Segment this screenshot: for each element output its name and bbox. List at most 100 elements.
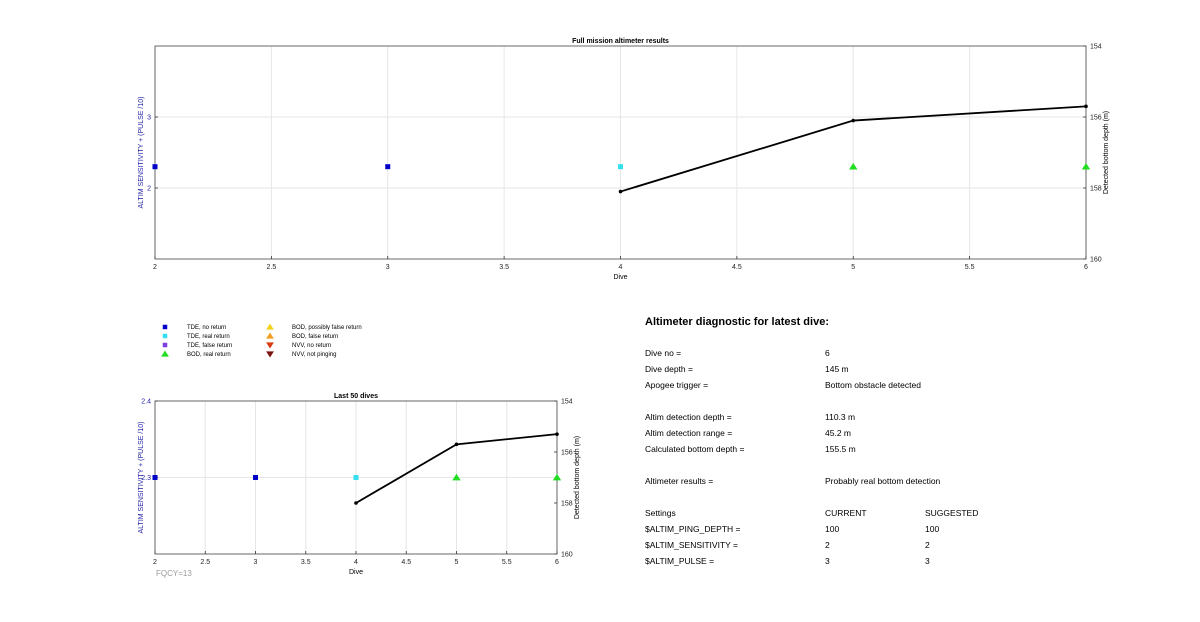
legend-label: NVV, not pinging — [292, 352, 336, 358]
y2-axis-label: Detected bottom depth (m) — [574, 436, 581, 519]
y-tick-label: 2.3 — [141, 475, 151, 482]
data-point — [849, 162, 858, 170]
x-tick-label: 5 — [851, 264, 855, 271]
y-tick-label: 3 — [147, 115, 151, 122]
data-point — [1081, 162, 1091, 170]
diag-row-dive-depth: Dive depth = 145 m — [645, 364, 1045, 376]
x-tick-label: 2 — [153, 559, 157, 566]
y2-tick-label: 156 — [1090, 115, 1102, 122]
diag-label: Apogee trigger = — [645, 380, 709, 390]
diag-value: 145 m — [825, 364, 849, 374]
settings-name: $ALTIM_SENSITIVITY = — [645, 540, 738, 550]
x-tick-label: 4.5 — [401, 559, 411, 566]
x-tick-label: 2.5 — [267, 264, 277, 271]
diag-row-detection-range: Altim detection range = 45.2 m — [645, 428, 1045, 440]
diag-value: 45.2 m — [825, 428, 851, 438]
diag-value: 155.5 m — [825, 444, 856, 454]
settings-suggested: 2 — [925, 540, 930, 550]
diag-row-dive-no: Dive no = 6 — [645, 348, 1045, 360]
settings-name: $ALTIM_PING_DEPTH = — [645, 524, 741, 534]
x-tick-label: 4 — [619, 264, 623, 271]
x-tick-label: 3 — [254, 559, 258, 566]
y2-tick-label: 158 — [1090, 186, 1102, 193]
data-point — [152, 164, 158, 170]
depth-point — [1084, 104, 1088, 109]
settings-current: 2 — [825, 540, 830, 550]
legend-marker — [162, 342, 168, 348]
data-point — [253, 475, 258, 480]
x-tick-label: 2.5 — [200, 559, 210, 566]
y2-tick-label: 154 — [561, 399, 573, 406]
legend-marker — [162, 333, 168, 339]
legend-label: BOD, real return — [187, 352, 231, 358]
diag-row-apogee-trigger: Apogee trigger = Bottom obstacle detecte… — [645, 380, 1045, 392]
depth-point — [851, 118, 856, 123]
legend-marker — [266, 342, 274, 349]
depth-point — [555, 432, 559, 436]
y2-tick-label: 158 — [561, 501, 573, 508]
data-point — [385, 164, 391, 170]
y-axis-label: ALTIM SENSITIVITY + (PULSE /10) — [138, 97, 145, 209]
settings-suggested: 100 — [925, 524, 940, 534]
frequency-footer: FQCY=13 — [156, 569, 192, 578]
legend-marker — [266, 351, 274, 358]
settings-label: Settings — [645, 508, 676, 518]
legend-marker — [162, 324, 168, 330]
diag-label: Dive no = — [645, 348, 682, 358]
data-point — [452, 473, 461, 481]
diag-row-detection-depth: Altim detection depth = 110.3 m — [645, 412, 1045, 424]
legend-marker — [161, 350, 169, 357]
data-point — [152, 475, 158, 480]
x-axis-label: Dive — [349, 569, 363, 576]
diag-value: Bottom obstacle detected — [825, 380, 921, 390]
x-tick-label: 3.5 — [499, 264, 509, 271]
settings-row-pulse: $ALTIM_PULSE = 3 3 — [645, 556, 1045, 568]
y2-tick-label: 160 — [1090, 257, 1102, 264]
legend-label: TDE, no return — [187, 325, 226, 331]
settings-row-sensitivity: $ALTIM_SENSITIVITY = 2 2 — [645, 540, 1045, 552]
x-tick-label: 6 — [555, 559, 559, 566]
y-axis-label: ALTIM SENSITIVITY + (PULSE /10) — [138, 422, 145, 534]
x-tick-label: 2 — [153, 264, 157, 271]
y2-tick-label: 160 — [561, 552, 573, 559]
x-axis-label: Dive — [613, 274, 627, 281]
legend-marker — [266, 332, 274, 339]
y2-axis-label: Detected bottom depth (m) — [1103, 111, 1110, 194]
settings-current: 100 — [825, 524, 840, 534]
x-tick-label: 5.5 — [502, 559, 512, 566]
plot-frame — [154, 45, 1087, 260]
diag-value: 6 — [825, 348, 830, 358]
diag-row-altimeter-results: Altimeter results = Probably real bottom… — [645, 476, 1045, 488]
diag-label: Altim detection depth = — [645, 412, 732, 422]
diag-label: Dive depth = — [645, 364, 693, 374]
diagnostic-title: Altimeter diagnostic for latest dive: — [645, 316, 829, 328]
legend-label: BOD, false return — [292, 334, 338, 340]
x-tick-label: 5 — [455, 559, 459, 566]
depth-point — [354, 501, 358, 505]
diag-label: Altim detection range = — [645, 428, 733, 438]
settings-suggested-header: SUGGESTED — [925, 508, 979, 518]
legend-label: BOD, possibly false return — [292, 325, 362, 331]
diag-value: Probably real bottom detection — [825, 476, 941, 486]
y-tick-label: 2 — [147, 186, 151, 193]
y-tick-label: 2.4 — [141, 399, 151, 406]
chart-title: Last 50 dives — [334, 393, 378, 400]
settings-row-ping-depth: $ALTIM_PING_DEPTH = 100 100 — [645, 524, 1045, 536]
legend-marker — [266, 323, 274, 330]
data-point — [552, 473, 562, 481]
diag-value: 110.3 m — [825, 412, 856, 422]
x-tick-label: 4.5 — [732, 264, 742, 271]
y2-tick-label: 156 — [561, 450, 573, 457]
x-tick-label: 6 — [1084, 264, 1088, 271]
legend-label: NVV, no return — [292, 343, 331, 349]
settings-header: Settings CURRENT SUGGESTED — [645, 508, 1045, 520]
x-tick-label: 3 — [386, 264, 390, 271]
diag-label: Calculated bottom depth = — [645, 444, 745, 454]
depth-point — [618, 189, 623, 194]
y2-tick-label: 154 — [1090, 44, 1102, 51]
x-tick-label: 3.5 — [301, 559, 311, 566]
data-point — [618, 164, 623, 170]
settings-current-header: CURRENT — [825, 508, 867, 518]
depth-point — [454, 442, 459, 447]
